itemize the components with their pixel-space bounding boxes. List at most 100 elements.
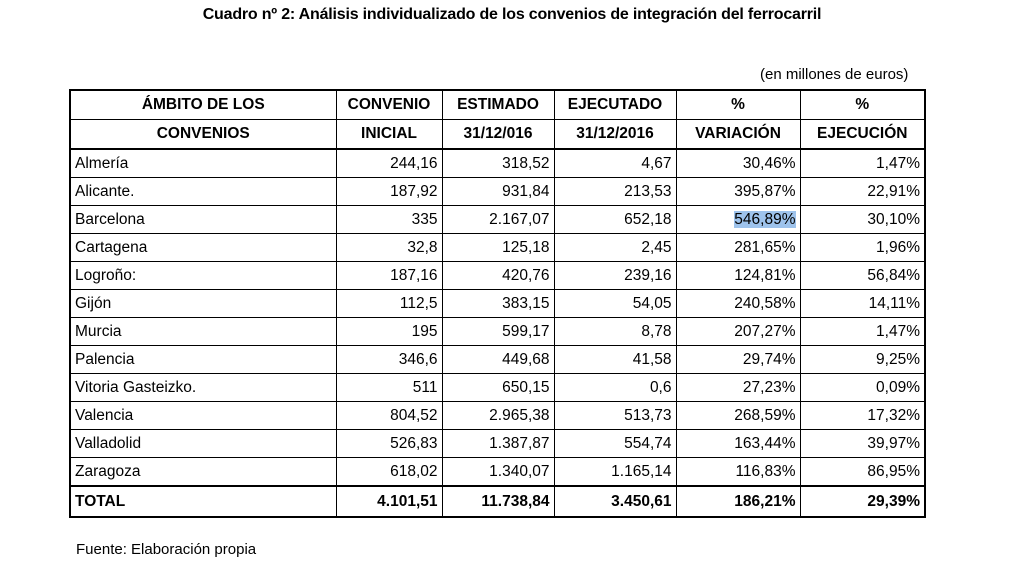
cell-ejecutado: 2,45 [553, 233, 677, 262]
cell-inicial: 804,52 [335, 401, 443, 430]
cell-variacion: 27,23% [675, 373, 801, 402]
cell-variacion: 163,44% [675, 429, 801, 458]
cell-variacion: 207,27% [675, 317, 801, 346]
header-ejecutado-line2: 31/12/2016 [553, 119, 677, 150]
cell-ambito: Alicante. [69, 177, 337, 206]
cell-ambito: Gijón [69, 289, 337, 318]
total-ejecucion: 29,39% [799, 485, 926, 518]
cell-variacion: 281,65% [675, 233, 801, 262]
total-variacion: 186,21% [675, 485, 801, 518]
cell-inicial: 32,8 [335, 233, 443, 262]
cell-ejecutado: 213,53 [553, 177, 677, 206]
cell-ambito: Logroño: [69, 261, 337, 290]
table-row: Palencia 346,6 449,68 41,58 29,74% 9,25% [69, 345, 926, 374]
cell-estimado: 2.965,38 [441, 401, 555, 430]
cell-ejecucion: 39,97% [799, 429, 926, 458]
cell-variacion: 268,59% [675, 401, 801, 430]
cell-ejecucion: 1,47% [799, 317, 926, 346]
cell-ambito: Cartagena [69, 233, 337, 262]
cell-estimado: 650,15 [441, 373, 555, 402]
cell-ambito: Palencia [69, 345, 337, 374]
cell-ambito: Valladolid [69, 429, 337, 458]
cell-ejecutado: 513,73 [553, 401, 677, 430]
cell-variacion: 240,58% [675, 289, 801, 318]
header-ambito-line1: ÁMBITO DE LOS [69, 89, 337, 120]
cell-estimado: 599,17 [441, 317, 555, 346]
cell-ejecucion: 1,96% [799, 233, 926, 262]
table-title: Cuadro nº 2: Análisis individualizado de… [202, 6, 822, 23]
total-estimado: 11.738,84 [441, 485, 555, 518]
cell-ejecucion: 0,09% [799, 373, 926, 402]
table-row: Vitoria Gasteizko. 511 650,15 0,6 27,23% 0,09… [69, 373, 926, 402]
cell-variacion: 546,89% [675, 205, 801, 234]
cell-ejecucion: 14,11% [799, 289, 926, 318]
cell-ejecutado: 1.165,14 [553, 457, 677, 487]
cell-ambito: Zaragoza [69, 457, 337, 487]
source-note: Fuente: Elaboración propia [76, 541, 257, 558]
cell-ejecutado: 554,74 [553, 429, 677, 458]
table-row: Cartagena 32,8 125,18 2,45 281,65% 1,96% [69, 233, 926, 262]
header-row-2: CONVENIOS INICIAL 31/12/016 31/12/2016 V… [69, 119, 926, 150]
header-convenio-line2: INICIAL [335, 119, 443, 150]
table-row: Barcelona 335 2.167,07 652,18 546,89% 30,10% [69, 205, 926, 234]
table-row: Gijón 112,5 383,15 54,05 240,58% 14,11% [69, 289, 926, 318]
cell-ambito: Murcia [69, 317, 337, 346]
cell-inicial: 346,6 [335, 345, 443, 374]
cell-inicial: 618,02 [335, 457, 443, 487]
cell-inicial: 112,5 [335, 289, 443, 318]
cell-estimado: 449,68 [441, 345, 555, 374]
table-row: Valencia 804,52 2.965,38 513,73 268,59% 17,32… [69, 401, 926, 430]
cell-ambito: Almería [69, 148, 337, 178]
header-ejecucion-line1: % [799, 89, 926, 120]
cell-inicial: 187,92 [335, 177, 443, 206]
conventions-table: ÁMBITO DE LOS CONVENIO ESTIMADO EJECUTAD… [69, 89, 926, 518]
cell-ejecutado: 4,67 [553, 148, 677, 178]
cell-estimado: 1.387,87 [441, 429, 555, 458]
header-ejecutado-line1: EJECUTADO [553, 89, 677, 120]
header-variacion-line2: VARIACIÓN [675, 119, 801, 150]
cell-ejecutado: 239,16 [553, 261, 677, 290]
table-row: Almería 244,16 318,52 4,67 30,46% 1,47% [69, 148, 926, 178]
cell-ejecutado: 652,18 [553, 205, 677, 234]
cell-estimado: 1.340,07 [441, 457, 555, 487]
cell-ejecucion: 17,32% [799, 401, 926, 430]
cell-inicial: 244,16 [335, 148, 443, 178]
cell-ejecucion: 30,10% [799, 205, 926, 234]
cell-variacion: 116,83% [675, 457, 801, 487]
cell-estimado: 383,15 [441, 289, 555, 318]
total-label: TOTAL [69, 485, 337, 518]
header-estimado-line2: 31/12/016 [441, 119, 555, 150]
table-row: Murcia 195 599,17 8,78 207,27% 1,47% [69, 317, 926, 346]
cell-ejecutado: 41,58 [553, 345, 677, 374]
table-row: Logroño: 187,16 420,76 239,16 124,81% 56,84% [69, 261, 926, 290]
table-row: Zaragoza 618,02 1.340,07 1.165,14 116,83% 86,… [69, 457, 926, 487]
cell-ejecucion: 9,25% [799, 345, 926, 374]
table-row: Alicante. 187,92 931,84 213,53 395,87% 22,91% [69, 177, 926, 206]
header-variacion-line1: % [675, 89, 801, 120]
cell-inicial: 195 [335, 317, 443, 346]
cell-ejecucion: 56,84% [799, 261, 926, 290]
cell-ejecutado: 0,6 [553, 373, 677, 402]
cell-variacion: 124,81% [675, 261, 801, 290]
highlighted-value: 546,89% [734, 210, 796, 228]
cell-estimado: 420,76 [441, 261, 555, 290]
cell-estimado: 2.167,07 [441, 205, 555, 234]
header-estimado-line1: ESTIMADO [441, 89, 555, 120]
cell-ejecucion: 1,47% [799, 148, 926, 178]
cell-inicial: 335 [335, 205, 443, 234]
cell-variacion: 395,87% [675, 177, 801, 206]
cell-inicial: 511 [335, 373, 443, 402]
table-row: Valladolid 526,83 1.387,87 554,74 163,44% 39,… [69, 429, 926, 458]
cell-ambito: Barcelona [69, 205, 337, 234]
total-row: TOTAL 4.101,51 11.738,84 3.450,61 186,21… [69, 485, 926, 518]
cell-estimado: 125,18 [441, 233, 555, 262]
cell-ejecutado: 54,05 [553, 289, 677, 318]
header-convenio-line1: CONVENIO [335, 89, 443, 120]
total-inicial: 4.101,51 [335, 485, 443, 518]
cell-inicial: 526,83 [335, 429, 443, 458]
header-ambito-line2: CONVENIOS [69, 119, 337, 150]
cell-estimado: 931,84 [441, 177, 555, 206]
cell-ejecutado: 8,78 [553, 317, 677, 346]
cell-inicial: 187,16 [335, 261, 443, 290]
unit-note: (en millones de euros) [760, 66, 909, 83]
